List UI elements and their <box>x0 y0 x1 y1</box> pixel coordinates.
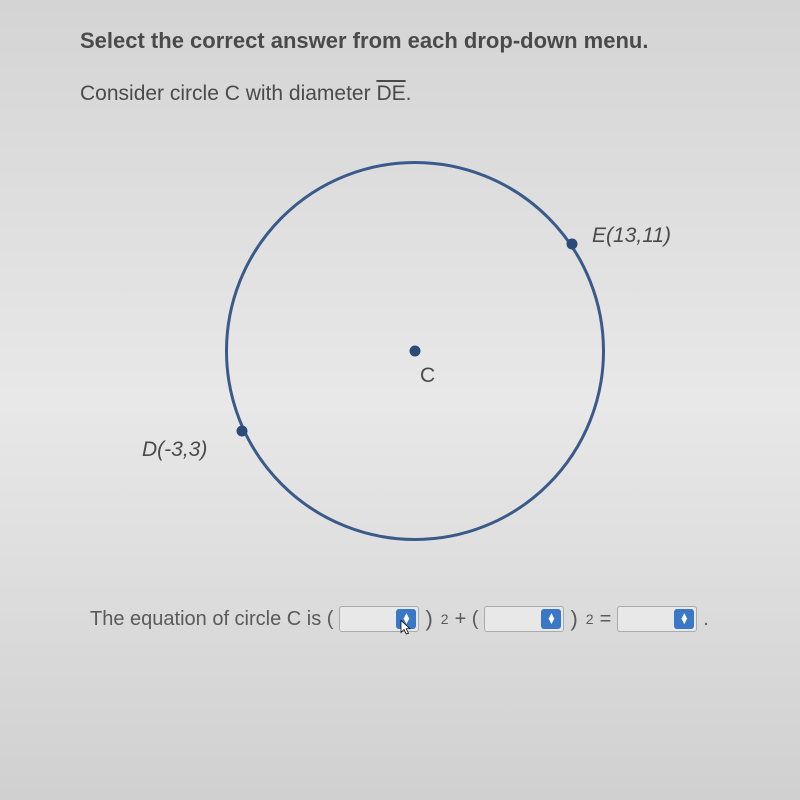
plus-text: + ( <box>455 608 479 631</box>
dropdown-r-squared[interactable]: ▲▼ <box>617 606 697 632</box>
consider-text: Consider circle C with diameter DE. <box>80 82 740 106</box>
instruction-text: Select the correct answer from each drop… <box>80 28 740 54</box>
chevron-updown-icon: ▲▼ <box>674 609 694 629</box>
equation-period: . <box>703 608 709 631</box>
point-e-label: E(13,11) <box>592 224 671 248</box>
center-label: C <box>420 364 435 388</box>
segment-de: DE <box>376 82 405 105</box>
exponent-2: 2 <box>586 611 594 627</box>
exponent-1: 2 <box>441 611 449 627</box>
chevron-updown-icon: ▲▼ <box>396 609 416 629</box>
circle-diagram: C E(13,11) D(-3,3) <box>140 126 700 576</box>
point-d-dot <box>237 426 248 437</box>
center-point <box>410 346 421 357</box>
consider-suffix: . <box>406 82 412 105</box>
consider-prefix: Consider circle C with diameter <box>80 82 376 105</box>
equation-row: The equation of circle C is ( ▲▼ )2 + ( … <box>90 606 740 632</box>
equation-prefix: The equation of circle C is ( <box>90 608 333 631</box>
dropdown-y-term[interactable]: ▲▼ <box>484 606 564 632</box>
equals-text: = <box>600 608 612 631</box>
close-paren-1: ) <box>425 606 432 632</box>
chevron-updown-icon: ▲▼ <box>541 609 561 629</box>
point-e-dot <box>567 239 578 250</box>
close-paren-2: ) <box>570 606 577 632</box>
point-d-label: D(-3,3) <box>142 438 207 462</box>
dropdown-x-term[interactable]: ▲▼ <box>339 606 419 632</box>
